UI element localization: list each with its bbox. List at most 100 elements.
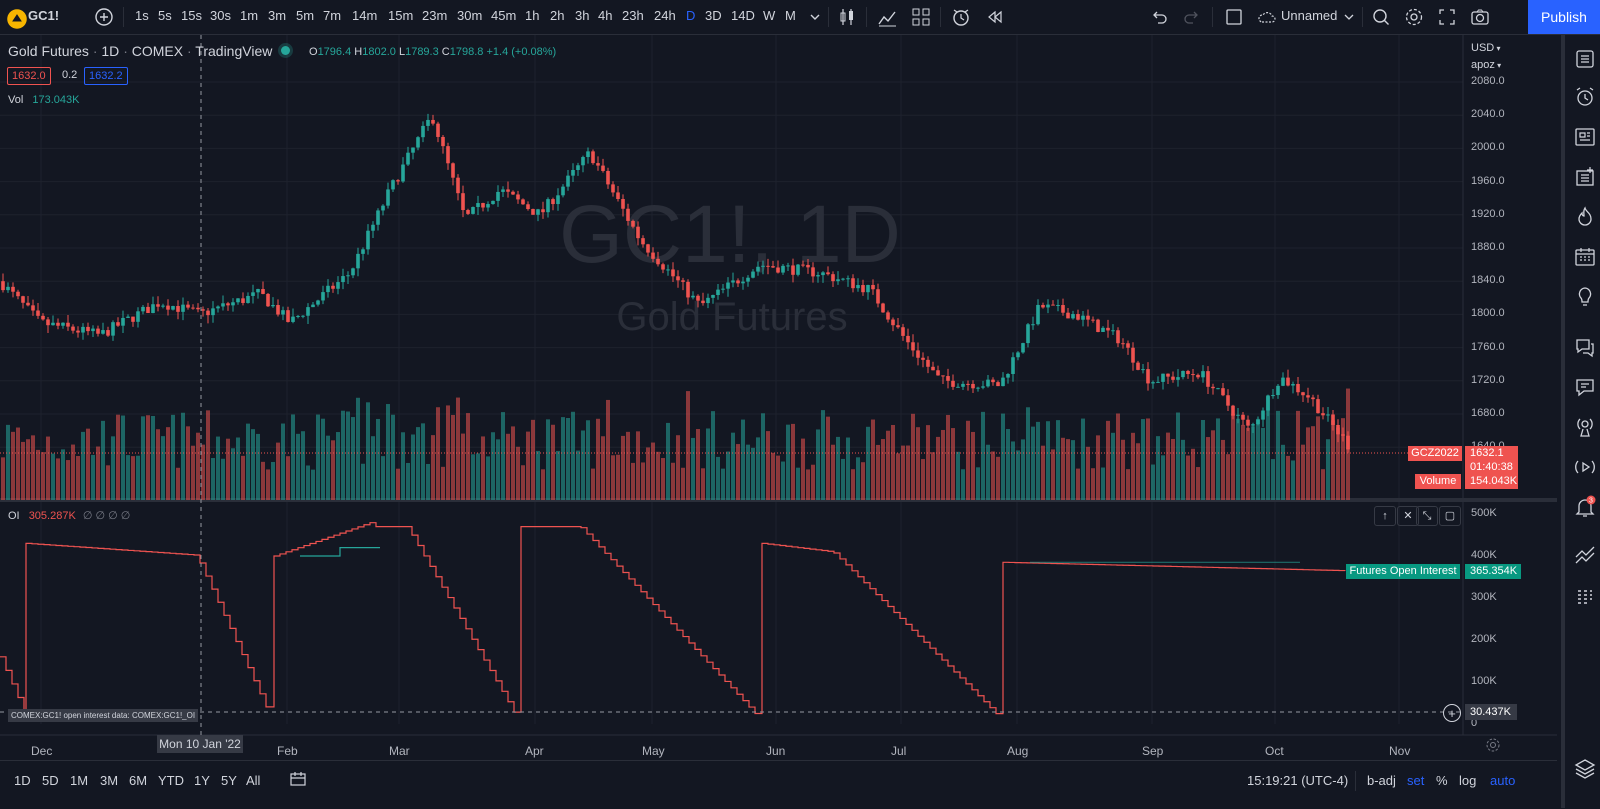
interval-3m[interactable]: 3m <box>268 8 287 23</box>
range-3m[interactable]: 3M <box>100 773 119 788</box>
candle-body <box>511 191 515 195</box>
search-icon[interactable] <box>1370 6 1392 28</box>
scale-option-percent[interactable]: % <box>1436 773 1448 788</box>
ask-price-badge[interactable]: 1632.2 <box>84 67 128 85</box>
layout-name[interactable]: Unnamed <box>1281 8 1338 23</box>
ideas-lightbulb-icon[interactable] <box>1573 285 1597 309</box>
time-tick: Sep <box>1142 744 1164 758</box>
watermark-symbol: GC1!, 1D <box>559 189 901 280</box>
interval-45m[interactable]: 45m <box>491 8 517 23</box>
volume-bar <box>406 462 410 500</box>
time-axis-settings-icon[interactable] <box>1484 736 1502 754</box>
interval-2h[interactable]: 2h <box>550 8 565 23</box>
interval-15m[interactable]: 15m <box>388 8 414 23</box>
interval-30m[interactable]: 30m <box>457 8 483 23</box>
pane-collapse-icon[interactable]: ⤡ <box>1416 506 1438 526</box>
publish-button[interactable]: Publish <box>1528 0 1600 34</box>
interval-4h[interactable]: 4h <box>598 8 613 23</box>
chevron-down-icon[interactable] <box>1338 6 1360 28</box>
scale-option-log[interactable]: log <box>1459 773 1477 788</box>
watchlist-icon[interactable] <box>1573 47 1597 71</box>
volume-bar <box>1201 419 1205 500</box>
range-6m[interactable]: 6M <box>129 773 148 788</box>
volume-bar <box>1111 432 1115 500</box>
streams-broadcast-icon[interactable] <box>1573 415 1597 439</box>
interval-1h[interactable]: 1h <box>525 8 540 23</box>
range-1m[interactable]: 1M <box>70 773 89 788</box>
pane-move-up-icon[interactable]: ↑ <box>1374 506 1396 526</box>
candle-body <box>1321 413 1325 416</box>
redo-icon[interactable] <box>1181 6 1203 28</box>
fullscreen-icon[interactable] <box>1436 6 1458 28</box>
dom-grid-icon[interactable] <box>1573 585 1597 609</box>
play-signal-icon[interactable] <box>1573 455 1597 479</box>
range-ytd[interactable]: YTD <box>158 773 184 788</box>
range-1d[interactable]: 1D <box>14 773 31 788</box>
interval-15s[interactable]: 15s <box>181 8 202 23</box>
interval-1m[interactable]: 1m <box>240 8 259 23</box>
interval-24h[interactable]: 24h <box>654 8 676 23</box>
volume-bar <box>886 430 890 500</box>
interval-14d[interactable]: 14D <box>731 8 755 23</box>
settings-gear-icon[interactable] <box>1403 6 1425 28</box>
interval-5s[interactable]: 5s <box>158 8 172 23</box>
chevron-down-icon[interactable] <box>804 6 826 28</box>
trading-panel-icon[interactable] <box>1573 545 1597 569</box>
calendar-icon[interactable] <box>1573 245 1597 269</box>
chart-canvas[interactable]: GC1!, 1D Gold Futures <box>0 35 1557 788</box>
interval-30s[interactable]: 30s <box>210 8 231 23</box>
candle-body <box>426 119 430 126</box>
interval-m[interactable]: M <box>785 8 796 23</box>
pane-maximize-icon[interactable]: ▢ <box>1439 506 1461 526</box>
templates-icon[interactable] <box>910 6 932 28</box>
symbol-search-button[interactable]: GC1! <box>28 8 60 23</box>
interval-3d[interactable]: 3D <box>705 8 722 23</box>
interval-d[interactable]: D <box>686 8 696 23</box>
crosshair-add-icon[interactable]: + <box>1443 704 1461 722</box>
unit-selector[interactable]: apoz ▾ <box>1471 59 1502 71</box>
interval-14m[interactable]: 14m <box>352 8 378 23</box>
chats-icon[interactable] <box>1573 335 1597 359</box>
clock-timezone[interactable]: 15:19:21 (UTC-4) <box>1247 773 1349 788</box>
layout-select-icon[interactable] <box>1223 6 1245 28</box>
replay-icon[interactable] <box>984 6 1006 28</box>
bid-price-badge[interactable]: 1632.0 <box>7 67 51 85</box>
interval-23h[interactable]: 23h <box>622 8 644 23</box>
scale-option-b-adj[interactable]: b-adj <box>1367 773 1396 788</box>
currency-selector[interactable]: USD ▾ <box>1471 42 1501 54</box>
chart-area[interactable]: GC1!, 1D Gold Futures <box>0 35 1557 788</box>
interval-5m[interactable]: 5m <box>296 8 315 23</box>
news-icon[interactable] <box>1573 125 1597 149</box>
interval-1s[interactable]: 1s <box>135 8 149 23</box>
volume-bar <box>161 436 165 500</box>
candle-body <box>301 315 305 317</box>
minds-chat-icon[interactable] <box>1573 375 1597 399</box>
range-all[interactable]: All <box>246 773 261 788</box>
interval-3h[interactable]: 3h <box>575 8 590 23</box>
hotlist-fire-icon[interactable] <box>1573 205 1597 229</box>
compare-add-icon[interactable] <box>93 6 115 28</box>
data-window-icon[interactable] <box>1573 165 1597 189</box>
range-5y[interactable]: 5Y <box>221 773 237 788</box>
range-5d[interactable]: 5D <box>42 773 59 788</box>
date-range-icon[interactable] <box>288 769 308 789</box>
interval-7m[interactable]: 7m <box>323 8 342 23</box>
candle-body <box>566 175 570 187</box>
scale-option-set[interactable]: set <box>1407 773 1425 788</box>
notifications-bell-icon[interactable]: 3 <box>1573 495 1597 519</box>
candle-body <box>351 268 355 276</box>
scale-option-auto[interactable]: auto <box>1490 773 1516 788</box>
layers-icon[interactable] <box>1573 757 1597 781</box>
alarm-clock-icon[interactable] <box>1573 85 1597 109</box>
camera-icon[interactable] <box>1469 6 1491 28</box>
indicators-icon[interactable] <box>876 6 898 28</box>
interval-w[interactable]: W <box>763 8 776 23</box>
undo-icon[interactable] <box>1148 6 1170 28</box>
pane-close-icon[interactable]: ✕ <box>1397 506 1419 526</box>
range-1y[interactable]: 1Y <box>194 773 210 788</box>
alert-add-icon[interactable] <box>950 6 972 28</box>
interval-23m[interactable]: 23m <box>422 8 448 23</box>
candle-body <box>571 169 575 176</box>
candles-style-icon[interactable] <box>836 6 858 28</box>
volume-bar <box>836 436 840 500</box>
